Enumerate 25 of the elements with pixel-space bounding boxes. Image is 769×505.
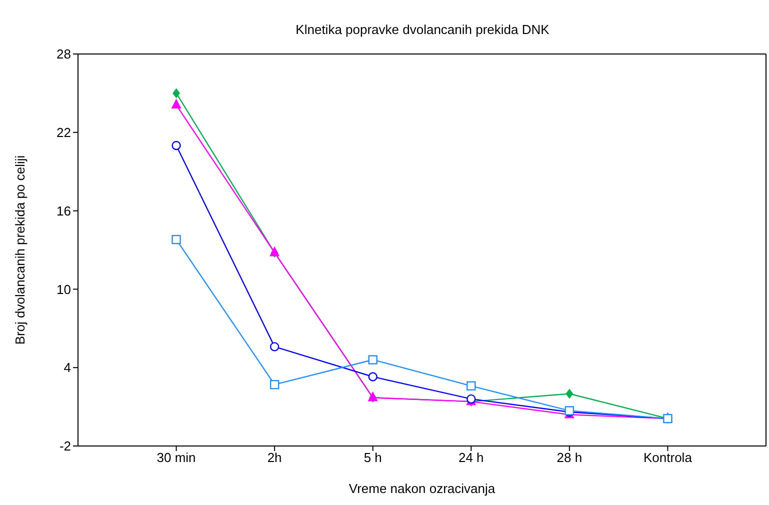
point [368, 372, 378, 382]
point [270, 380, 280, 390]
x-tick-label: 24 h [458, 450, 484, 466]
point [172, 88, 180, 98]
y-axis-title: Broj dvolancanih prekida po celiji [12, 155, 28, 345]
y-tick-label: 4 [64, 360, 71, 376]
point [270, 342, 280, 352]
point [172, 99, 181, 109]
y-tick-label: 22 [56, 125, 71, 140]
point [172, 140, 181, 150]
point [466, 381, 476, 390]
x-tick-label: 2h [267, 450, 282, 466]
point [566, 389, 574, 398]
x-tick-label: 30 min [156, 450, 196, 466]
chart-title: Klnetika popravke dvolancanih prekida DNK [294, 22, 550, 37]
y-tick-label: 16 [56, 203, 71, 218]
x-tick-label: 5 h [364, 450, 382, 466]
x-tick-label: Kontrola [644, 450, 693, 466]
y-tick-label: -2 [59, 438, 71, 454]
x-axis-title: Vreme nakon ozracivanja [348, 481, 496, 496]
y-tick-label: 10 [56, 282, 71, 297]
x-tick-label: 28 h [556, 450, 582, 466]
point [368, 355, 378, 364]
point [172, 234, 181, 244]
y-tick-label: 28 [56, 46, 71, 62]
